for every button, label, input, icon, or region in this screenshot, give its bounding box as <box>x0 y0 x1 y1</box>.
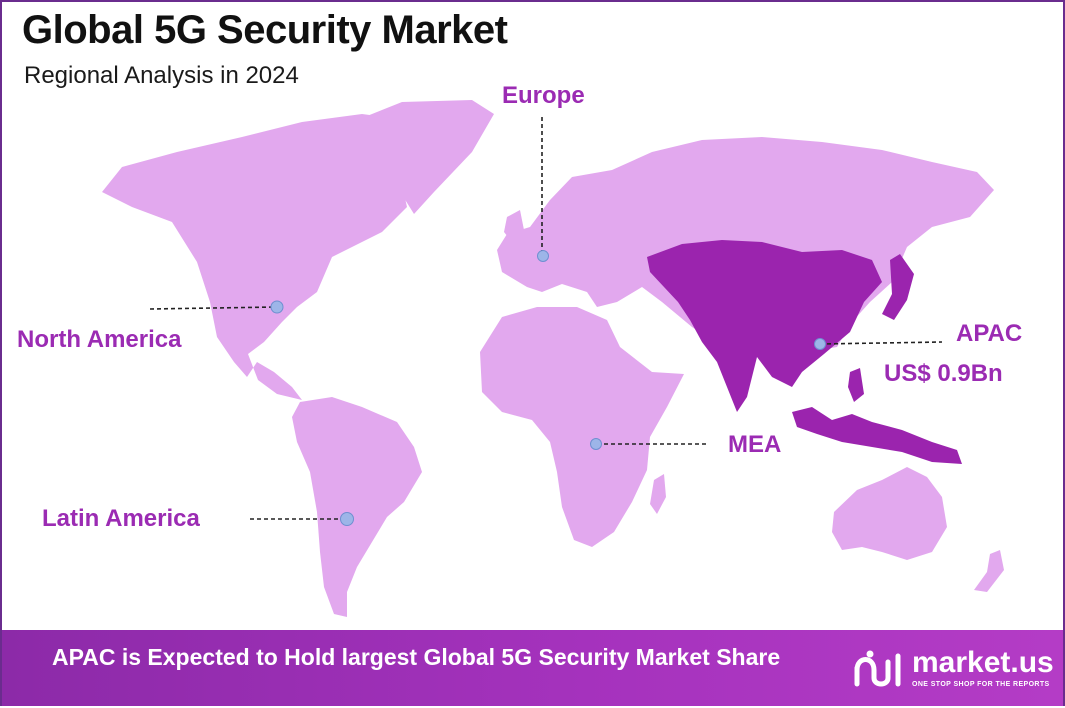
apac-value: US$ 0.9Bn <box>884 360 1003 387</box>
north-america-marker <box>270 300 284 314</box>
mea-label: MEA <box>728 431 782 458</box>
europe-label: Europe <box>502 82 585 109</box>
page-subtitle: Regional Analysis in 2024 <box>24 62 299 89</box>
brand-logo: market.us ONE STOP SHOP FOR THE REPORTS <box>852 644 1062 694</box>
latin-america-marker <box>340 512 354 526</box>
australia-landmass <box>832 467 947 560</box>
apac-marker <box>814 338 826 350</box>
philippines-highlight <box>848 368 864 402</box>
latin-america-label: Latin America <box>42 505 200 532</box>
footer-banner: APAC is Expected to Hold largest Global … <box>2 630 1063 706</box>
brand-tagline: ONE STOP SHOP FOR THE REPORTS <box>912 681 1050 688</box>
page-title: Global 5G Security Market <box>22 8 508 52</box>
south-america-landmass <box>292 397 422 617</box>
apac-highlight-region <box>647 240 882 412</box>
greenland-landmass <box>357 100 494 214</box>
mea-marker <box>590 438 602 450</box>
africa-landmass <box>480 307 684 547</box>
footer-text: APAC is Expected to Hold largest Global … <box>52 644 781 670</box>
north-america-label: North America <box>17 326 182 353</box>
brand-name: market.us <box>912 646 1054 679</box>
apac-label: APAC <box>956 320 1023 347</box>
north-america-leader <box>149 306 278 310</box>
north-america-landmass <box>102 114 432 400</box>
europe-marker <box>537 250 549 262</box>
southeast-asia-islands-highlight <box>792 407 962 464</box>
japan-highlight <box>882 254 914 320</box>
new-zealand-landmass <box>974 550 1004 592</box>
uk-landmass <box>504 210 524 242</box>
apac-leader <box>819 341 943 345</box>
madagascar-landmass <box>650 474 666 514</box>
market-us-logo-icon <box>854 650 901 687</box>
world-map <box>102 100 1004 617</box>
